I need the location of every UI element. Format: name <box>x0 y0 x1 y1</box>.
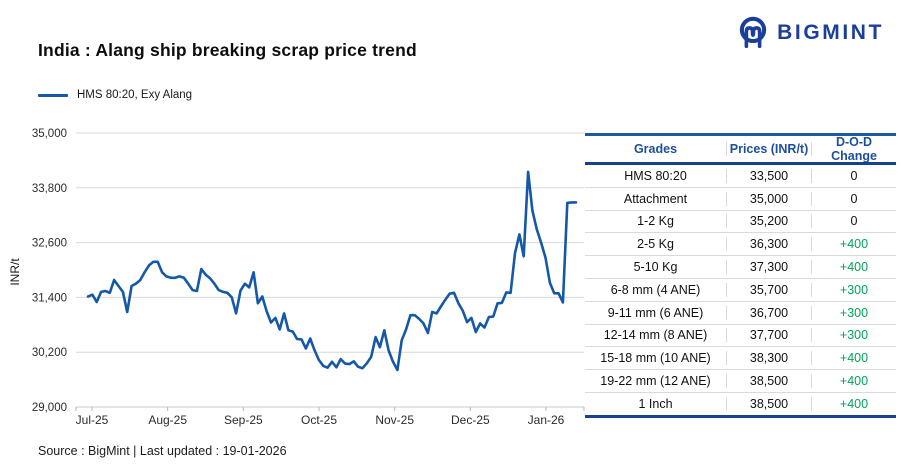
source-note: Source : BigMint | Last updated : 19-01-… <box>38 444 287 458</box>
cell-price: 38,500 <box>726 396 812 411</box>
chart-canvas: 35,000 33,800 32,600 31,400 30,200 29,000 INR/… <box>8 128 585 427</box>
cell-grade: 12-14 mm (8 ANE) <box>603 328 708 343</box>
cell-change: 0 <box>850 168 858 183</box>
table-row: 2-5 Kg 36,300 +400 <box>585 233 896 257</box>
cell-change: +400 <box>839 237 869 252</box>
cell-grade: Attachment <box>623 191 688 206</box>
cell-price: 35,000 <box>726 191 812 206</box>
y-axis-title: INR/t <box>8 258 22 286</box>
cell-grade: 5-10 Kg <box>633 260 678 275</box>
cell-grade: 9-11 mm (6 ANE) <box>607 305 704 320</box>
cell-price: 38,500 <box>726 374 812 389</box>
table-row: 12-14 mm (8 ANE) 37,700 +300 <box>585 325 896 348</box>
x-tick-label: Nov-25 <box>375 413 414 427</box>
legend-label: HMS 80:20, Exy Alang <box>77 89 193 101</box>
cell-change: +400 <box>839 260 869 275</box>
cell-change: +300 <box>839 282 869 297</box>
table-row: HMS 80:20 33,500 0 <box>585 165 896 188</box>
cell-price: 33,500 <box>726 168 812 183</box>
x-tick-label: Aug-25 <box>148 413 187 427</box>
table-body: HMS 80:20 33,500 0 Attachment 35,000 0 1-2 Kg 3… <box>585 165 896 418</box>
cell-price: 37,700 <box>726 328 812 343</box>
x-tick-label: Dec-25 <box>451 413 490 427</box>
y-tick-label: 31,400 <box>32 292 67 304</box>
y-tick-label: 32,600 <box>32 238 67 250</box>
page-title: India : Alang ship breaking scrap price … <box>38 40 417 60</box>
cell-change: +400 <box>839 396 869 411</box>
y-tick-label: 35,000 <box>32 128 67 140</box>
brand-name: BIGMINT <box>777 21 884 44</box>
y-tick-label: 30,200 <box>32 347 67 359</box>
legend-line-swatch <box>38 93 68 97</box>
x-tick-label: Sep-25 <box>224 413 263 427</box>
cell-price: 36,700 <box>726 305 812 320</box>
cell-change: +400 <box>839 374 869 389</box>
cell-grade: 1 Inch <box>638 396 673 411</box>
cell-grade: 15-18 mm (10 ANE) <box>600 351 711 366</box>
cell-price: 35,700 <box>726 282 812 297</box>
y-tick-label: 29,000 <box>32 402 67 414</box>
x-tick-label: Jan-26 <box>528 413 565 427</box>
table-row: 9-11 mm (6 ANE) 36,700 +300 <box>585 302 896 325</box>
bigmint-monogram-icon <box>739 16 767 49</box>
cell-change: 0 <box>850 191 858 206</box>
cell-change: +400 <box>839 351 869 366</box>
x-tick-label: Jul-25 <box>76 413 109 427</box>
cell-change: +300 <box>839 305 869 320</box>
table-row: 19-22 mm (12 ANE) 38,500 +400 <box>585 370 896 393</box>
table-header-row: Grades Prices (INR/t) D-O-D Change <box>585 133 896 165</box>
table-row: 5-10 Kg 37,300 +400 <box>585 256 896 279</box>
column-header-dod-change: D-O-D Change <box>831 135 877 163</box>
cell-grade: 6-8 mm (4 ANE) <box>610 282 701 297</box>
table-row: 1 Inch 38,500 +400 <box>585 393 896 418</box>
table-row: 15-18 mm (10 ANE) 38,300 +400 <box>585 347 896 371</box>
cell-grade: 1-2 Kg <box>637 214 674 229</box>
column-header-grades: Grades <box>633 142 678 156</box>
column-header-prices: Prices (INR/t) <box>726 142 812 156</box>
cell-grade: HMS 80:20 <box>624 168 687 183</box>
cell-change: 0 <box>850 214 858 229</box>
grades-price-table: Grades Prices (INR/t) D-O-D Change HMS 8… <box>585 133 896 418</box>
price-line <box>86 170 578 372</box>
cell-price: 37,300 <box>726 260 812 275</box>
chart-legend: HMS 80:20, Exy Alang <box>38 89 192 101</box>
x-tick-label: Oct-25 <box>301 413 337 427</box>
cell-price: 36,300 <box>726 237 812 252</box>
table-row: 1-2 Kg 35,200 0 <box>585 211 896 234</box>
cell-price: 35,200 <box>726 214 812 229</box>
price-trend-chart: 35,000 33,800 32,600 31,400 30,200 29,000 INR/… <box>0 116 590 446</box>
table-row: Attachment 35,000 0 <box>585 188 896 211</box>
cell-price: 38,300 <box>726 351 812 366</box>
y-tick-label: 33,800 <box>32 183 67 195</box>
brand-logo: BIGMINT <box>738 16 884 50</box>
table-row: 6-8 mm (4 ANE) 35,700 +300 <box>585 279 896 302</box>
cell-grade: 19-22 mm (12 ANE) <box>600 374 711 389</box>
cell-change: +300 <box>839 328 869 343</box>
cell-grade: 2-5 Kg <box>637 237 674 252</box>
